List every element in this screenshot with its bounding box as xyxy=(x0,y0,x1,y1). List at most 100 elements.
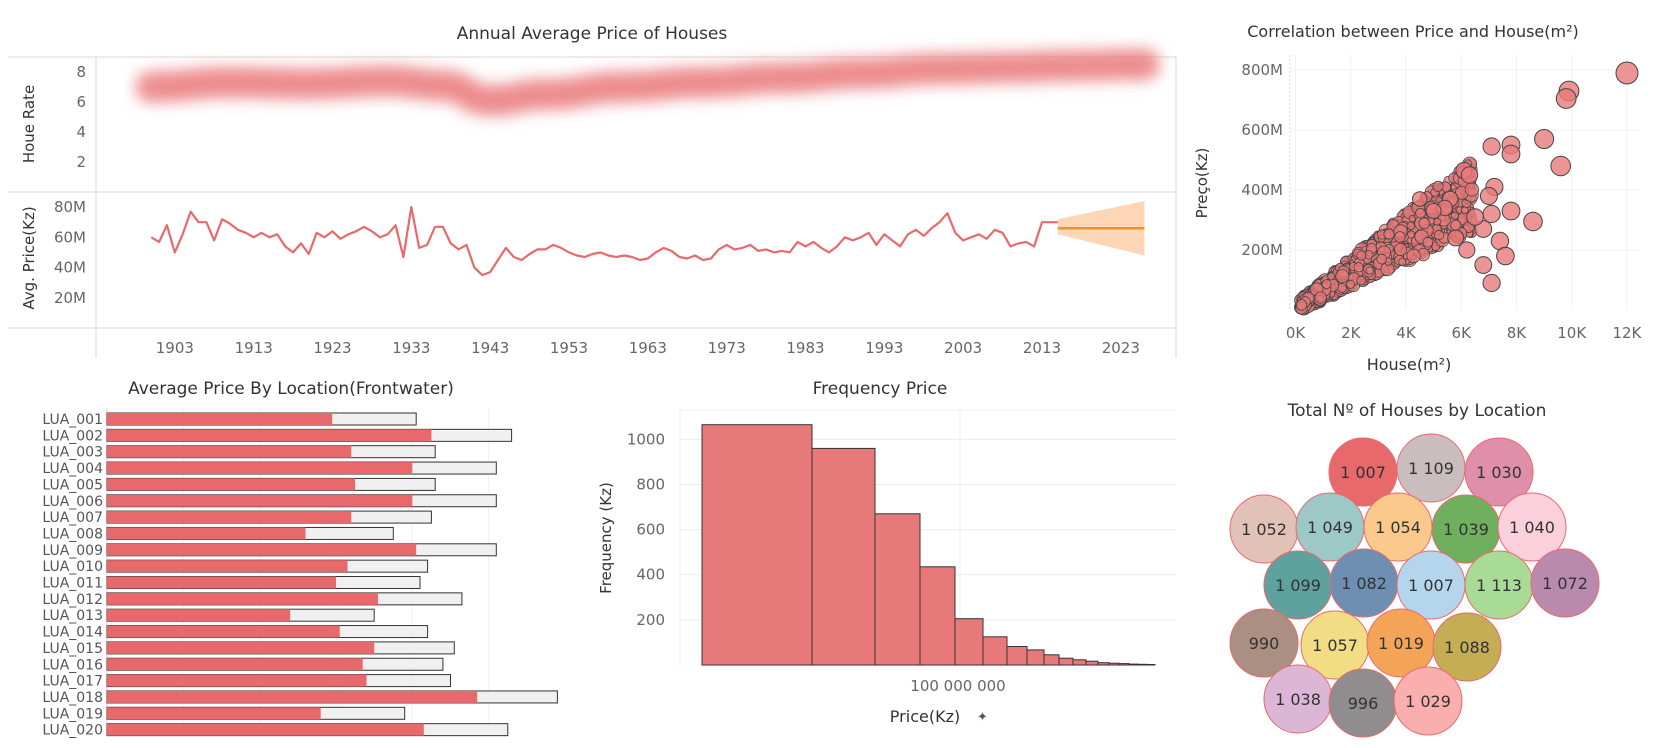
annual-x-ticks: 1903 1913 1923 1933 1943 1953 1963 1973 1983 1993… xyxy=(156,339,1140,357)
annual-x-tick: 1943 xyxy=(471,339,509,357)
bullet-value-bar xyxy=(107,690,478,703)
scatter-point xyxy=(1415,208,1426,219)
rate-y-tick: 2 xyxy=(76,153,86,171)
location-label: LUA_002 xyxy=(42,428,103,444)
price-area-scatter-chart: Correlation between Price and House(m²) … xyxy=(1193,22,1643,374)
scatter-point xyxy=(1327,272,1336,281)
bubble-label: 1 072 xyxy=(1542,574,1588,593)
annual-x-tick: 1973 xyxy=(708,339,746,357)
location-label: LUA_014 xyxy=(42,625,103,641)
location-bubble: 1 007 xyxy=(1328,437,1398,507)
bullet-row: LUA_007 xyxy=(42,510,432,526)
rate-y-ticks: 2 4 6 8 xyxy=(76,63,86,171)
scatter-point xyxy=(1406,248,1421,264)
scatter-point xyxy=(1356,275,1366,286)
annual-x-tick: 1923 xyxy=(313,339,351,357)
bubble-label: 1 007 xyxy=(1340,463,1386,482)
histogram-x-tick: 100 000 000 xyxy=(910,677,1005,695)
bubble-chart-title: Total Nº of Houses by Location xyxy=(1287,401,1547,421)
location-label: LUA_015 xyxy=(42,641,103,657)
bullet-row: LUA_002 xyxy=(42,428,513,444)
bubble-circle xyxy=(1393,666,1463,736)
bullet-row: LUA_012 xyxy=(42,592,463,608)
scatter-point xyxy=(1482,204,1501,224)
bullet-value-bar xyxy=(107,641,375,654)
location-bubble: 1 109 xyxy=(1396,433,1466,503)
scatter-point xyxy=(1418,217,1431,230)
histogram-bar xyxy=(701,424,813,666)
annual-chart-title: Annual Average Price of Houses xyxy=(457,24,728,44)
location-bubble: 1 088 xyxy=(1432,612,1502,682)
histogram-bar xyxy=(1097,662,1110,666)
scatter-point xyxy=(1394,231,1406,243)
scatter-x-axis-title: House(m²) xyxy=(1367,355,1452,374)
location-bubble: 1 113 xyxy=(1464,550,1534,620)
location-bubble: 1 072 xyxy=(1530,548,1600,618)
location-label: LUA_007 xyxy=(42,510,103,526)
scatter-point xyxy=(1425,203,1442,219)
bullet-row: LUA_016 xyxy=(42,657,444,673)
histogram-y-tick: 1000 xyxy=(627,430,665,448)
bubble-circle xyxy=(1530,548,1600,618)
scatter-x-tick: 10K xyxy=(1557,324,1587,342)
location-label: LUA_001 xyxy=(42,412,103,428)
scatter-point xyxy=(1314,291,1327,304)
scatter-point xyxy=(1422,236,1434,248)
scatter-point xyxy=(1398,257,1407,266)
location-bubble: 1 019 xyxy=(1366,608,1436,678)
histogram-bar xyxy=(1085,660,1099,666)
price-y-tick: 20M xyxy=(54,289,86,307)
histogram-bar xyxy=(1146,664,1156,666)
scatter-point xyxy=(1555,88,1577,109)
histogram-bar xyxy=(1137,663,1148,666)
bullet-value-bar xyxy=(107,625,340,638)
scatter-point xyxy=(1466,208,1484,226)
location-label: LUA_005 xyxy=(42,477,103,493)
bubble-label: 1 099 xyxy=(1275,576,1321,595)
scatter-point xyxy=(1383,228,1395,240)
bullet-value-bar xyxy=(107,511,352,524)
scatter-cloud xyxy=(1293,156,1480,316)
location-bubble: 1 082 xyxy=(1329,548,1399,618)
location-bubble: 996 xyxy=(1328,668,1398,738)
rate-y-tick: 8 xyxy=(76,63,86,81)
histogram-bar xyxy=(1026,649,1045,666)
bubble-label: 990 xyxy=(1249,634,1280,653)
location-bubble: 1 057 xyxy=(1300,610,1370,680)
annual-x-tick: 1963 xyxy=(629,339,667,357)
scatter-gridlines xyxy=(1290,55,1638,310)
histogram-bar xyxy=(1118,663,1130,666)
histogram-bar xyxy=(1072,659,1087,666)
bubble-circle xyxy=(1432,612,1502,682)
histogram-y-tick: 400 xyxy=(636,566,665,584)
location-label: LUA_016 xyxy=(42,657,103,673)
histogram-bar xyxy=(919,566,956,666)
scatter-point xyxy=(1482,137,1501,156)
bubble-label: 1 019 xyxy=(1378,634,1424,653)
histogram-x-axis-title: Price(Kz) xyxy=(890,707,960,726)
location-bubble: 990 xyxy=(1229,608,1299,678)
scatter-point xyxy=(1394,242,1408,256)
histogram-bar xyxy=(954,618,984,666)
location-label: LUA_013 xyxy=(42,608,103,624)
price-y-tick: 40M xyxy=(54,259,86,277)
scatter-point xyxy=(1615,61,1639,85)
scatter-point xyxy=(1353,262,1364,273)
histogram-bar xyxy=(1043,654,1060,666)
pin-icon[interactable]: ✦ xyxy=(977,710,988,725)
bullet-value-bar xyxy=(107,478,356,491)
histogram-bars xyxy=(701,424,1156,666)
scatter-x-ticks: 0K 2K 4K 6K 8K 10K 12K xyxy=(1286,324,1643,342)
scatter-point xyxy=(1550,155,1571,177)
scatter-y-tick: 400M xyxy=(1241,181,1283,199)
scatter-point xyxy=(1482,273,1501,293)
bullet-value-bar xyxy=(107,413,333,425)
bullet-row: LUA_010 xyxy=(42,559,429,575)
bullet-value-bar xyxy=(107,707,321,720)
location-bubble: 1 049 xyxy=(1295,492,1365,562)
scatter-point xyxy=(1295,299,1308,311)
bullet-value-bar xyxy=(107,609,291,622)
bullet-row: LUA_003 xyxy=(42,445,436,461)
bullet-value-bar xyxy=(107,560,348,573)
